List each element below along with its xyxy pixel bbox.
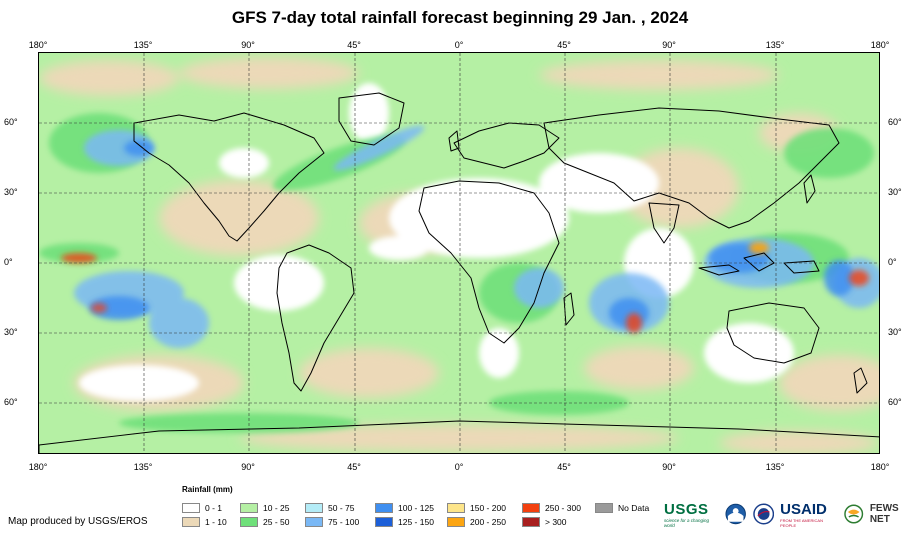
lon-label-top-1: 135°	[133, 40, 153, 50]
map-title: GFS 7-day total rainfall forecast beginn…	[231, 8, 689, 27]
legend-item-100-125: 100 - 125	[375, 503, 434, 513]
lat-label-left-1: 30°	[4, 187, 18, 197]
lon-label-top-5: 45°	[557, 40, 571, 50]
lon-label-top-2: 90°	[241, 40, 255, 50]
lat-label-right-2: 0°	[888, 257, 897, 267]
nasa-seal-icon	[753, 503, 774, 525]
legend-item-25-50: 25 - 50	[240, 517, 289, 527]
legend-item-no-data: No Data	[595, 503, 649, 513]
fews-net-globe-icon	[844, 504, 864, 524]
legend-label: 50 - 75	[328, 503, 355, 513]
legend-swatch	[375, 503, 393, 513]
lon-label-bottom-6: 90°	[662, 462, 676, 472]
usgs-logo: USGS science for a changing world	[664, 501, 719, 528]
usaid-logo: USAID FROM THE AMERICAN PEOPLE	[780, 501, 838, 528]
lon-label-bottom-5: 45°	[557, 462, 571, 472]
lon-label-bottom-4: 0°	[454, 462, 464, 472]
legend-item-50-75: 50 - 75	[305, 503, 354, 513]
usgs-logo-text: USGS	[664, 500, 709, 518]
rainfall-map	[38, 52, 880, 454]
lat-label-left-0: 60°	[4, 117, 18, 127]
lat-label-right-1: 30°	[888, 187, 902, 197]
legend-swatch	[240, 503, 258, 513]
lon-label-bottom-7: 135°	[765, 462, 785, 472]
lon-label-top-4: 0°	[454, 40, 464, 50]
legend-item-125-150: 125 - 150	[375, 517, 434, 527]
agency-logos: USGS science for a changing world USAID …	[664, 500, 920, 528]
credit-text: Map produced by USGS/EROS	[8, 516, 148, 527]
legend-item-1-10: 1 - 10	[182, 517, 227, 527]
usaid-logo-tagline: FROM THE AMERICAN PEOPLE	[780, 517, 823, 528]
lon-label-top-0: 180°	[28, 40, 48, 50]
lat-label-right-0: 60°	[888, 117, 902, 127]
lat-label-right-3: 30°	[888, 327, 902, 337]
legend-swatch	[447, 517, 465, 527]
legend-label: 200 - 250	[470, 517, 506, 527]
legend-label: 25 - 50	[263, 517, 290, 527]
lon-label-bottom-0: 180°	[28, 462, 48, 472]
legend-item-200-250: 200 - 250	[447, 517, 506, 527]
legend-item-250-300: 250 - 300	[522, 503, 581, 513]
legend-swatch	[240, 517, 258, 527]
lon-label-bottom-8: 180°	[870, 462, 890, 472]
legend-swatch	[522, 503, 540, 513]
legend-item-over-300: > 300	[522, 517, 567, 527]
legend-label: 125 - 150	[398, 517, 434, 527]
lon-label-bottom-1: 135°	[133, 462, 153, 472]
legend-label: 1 - 10	[205, 517, 227, 527]
legend-label: 0 - 1	[205, 503, 223, 513]
legend-title: Rainfall (mm)	[182, 485, 233, 494]
lon-label-bottom-2: 90°	[241, 462, 255, 472]
legend-swatch	[182, 503, 200, 513]
legend-label: No Data	[618, 503, 650, 513]
lat-label-right-4: 60°	[888, 397, 902, 407]
legend-swatch	[182, 517, 200, 527]
usgs-logo-tagline: science for a changing world	[664, 517, 710, 528]
legend-swatch	[522, 517, 540, 527]
lon-label-top-8: 180°	[870, 40, 890, 50]
legend-label: > 300	[545, 517, 567, 527]
noaa-seal-icon	[725, 503, 747, 525]
legend-item-0-1: 0 - 1	[182, 503, 222, 513]
lon-label-bottom-3: 45°	[347, 462, 361, 472]
lon-label-top-6: 90°	[662, 40, 676, 50]
legend-swatch	[447, 503, 465, 513]
legend-swatch	[305, 517, 323, 527]
legend-label: 150 - 200	[470, 503, 506, 513]
legend-item-75-100: 75 - 100	[305, 517, 359, 527]
lon-label-top-7: 135°	[765, 40, 785, 50]
lat-label-left-3: 30°	[4, 327, 18, 337]
legend-item-150-200: 150 - 200	[447, 503, 506, 513]
usaid-logo-text: USAID	[780, 500, 827, 518]
lat-label-left-4: 60°	[4, 397, 18, 407]
legend-swatch	[375, 517, 393, 527]
legend-swatch	[305, 503, 323, 513]
lon-label-top-3: 45°	[347, 40, 361, 50]
legend-item-10-25: 10 - 25	[240, 503, 289, 513]
legend-label: 75 - 100	[328, 517, 360, 527]
fews-net-logo-text: FEWS NET	[869, 503, 899, 525]
legend-label: 250 - 300	[545, 503, 581, 513]
legend-label: 100 - 125	[398, 503, 434, 513]
lat-label-left-2: 0°	[4, 257, 13, 267]
legend-label: 10 - 25	[263, 503, 290, 513]
rainfall-map-graphic	[39, 53, 879, 453]
legend-swatch	[595, 503, 613, 513]
